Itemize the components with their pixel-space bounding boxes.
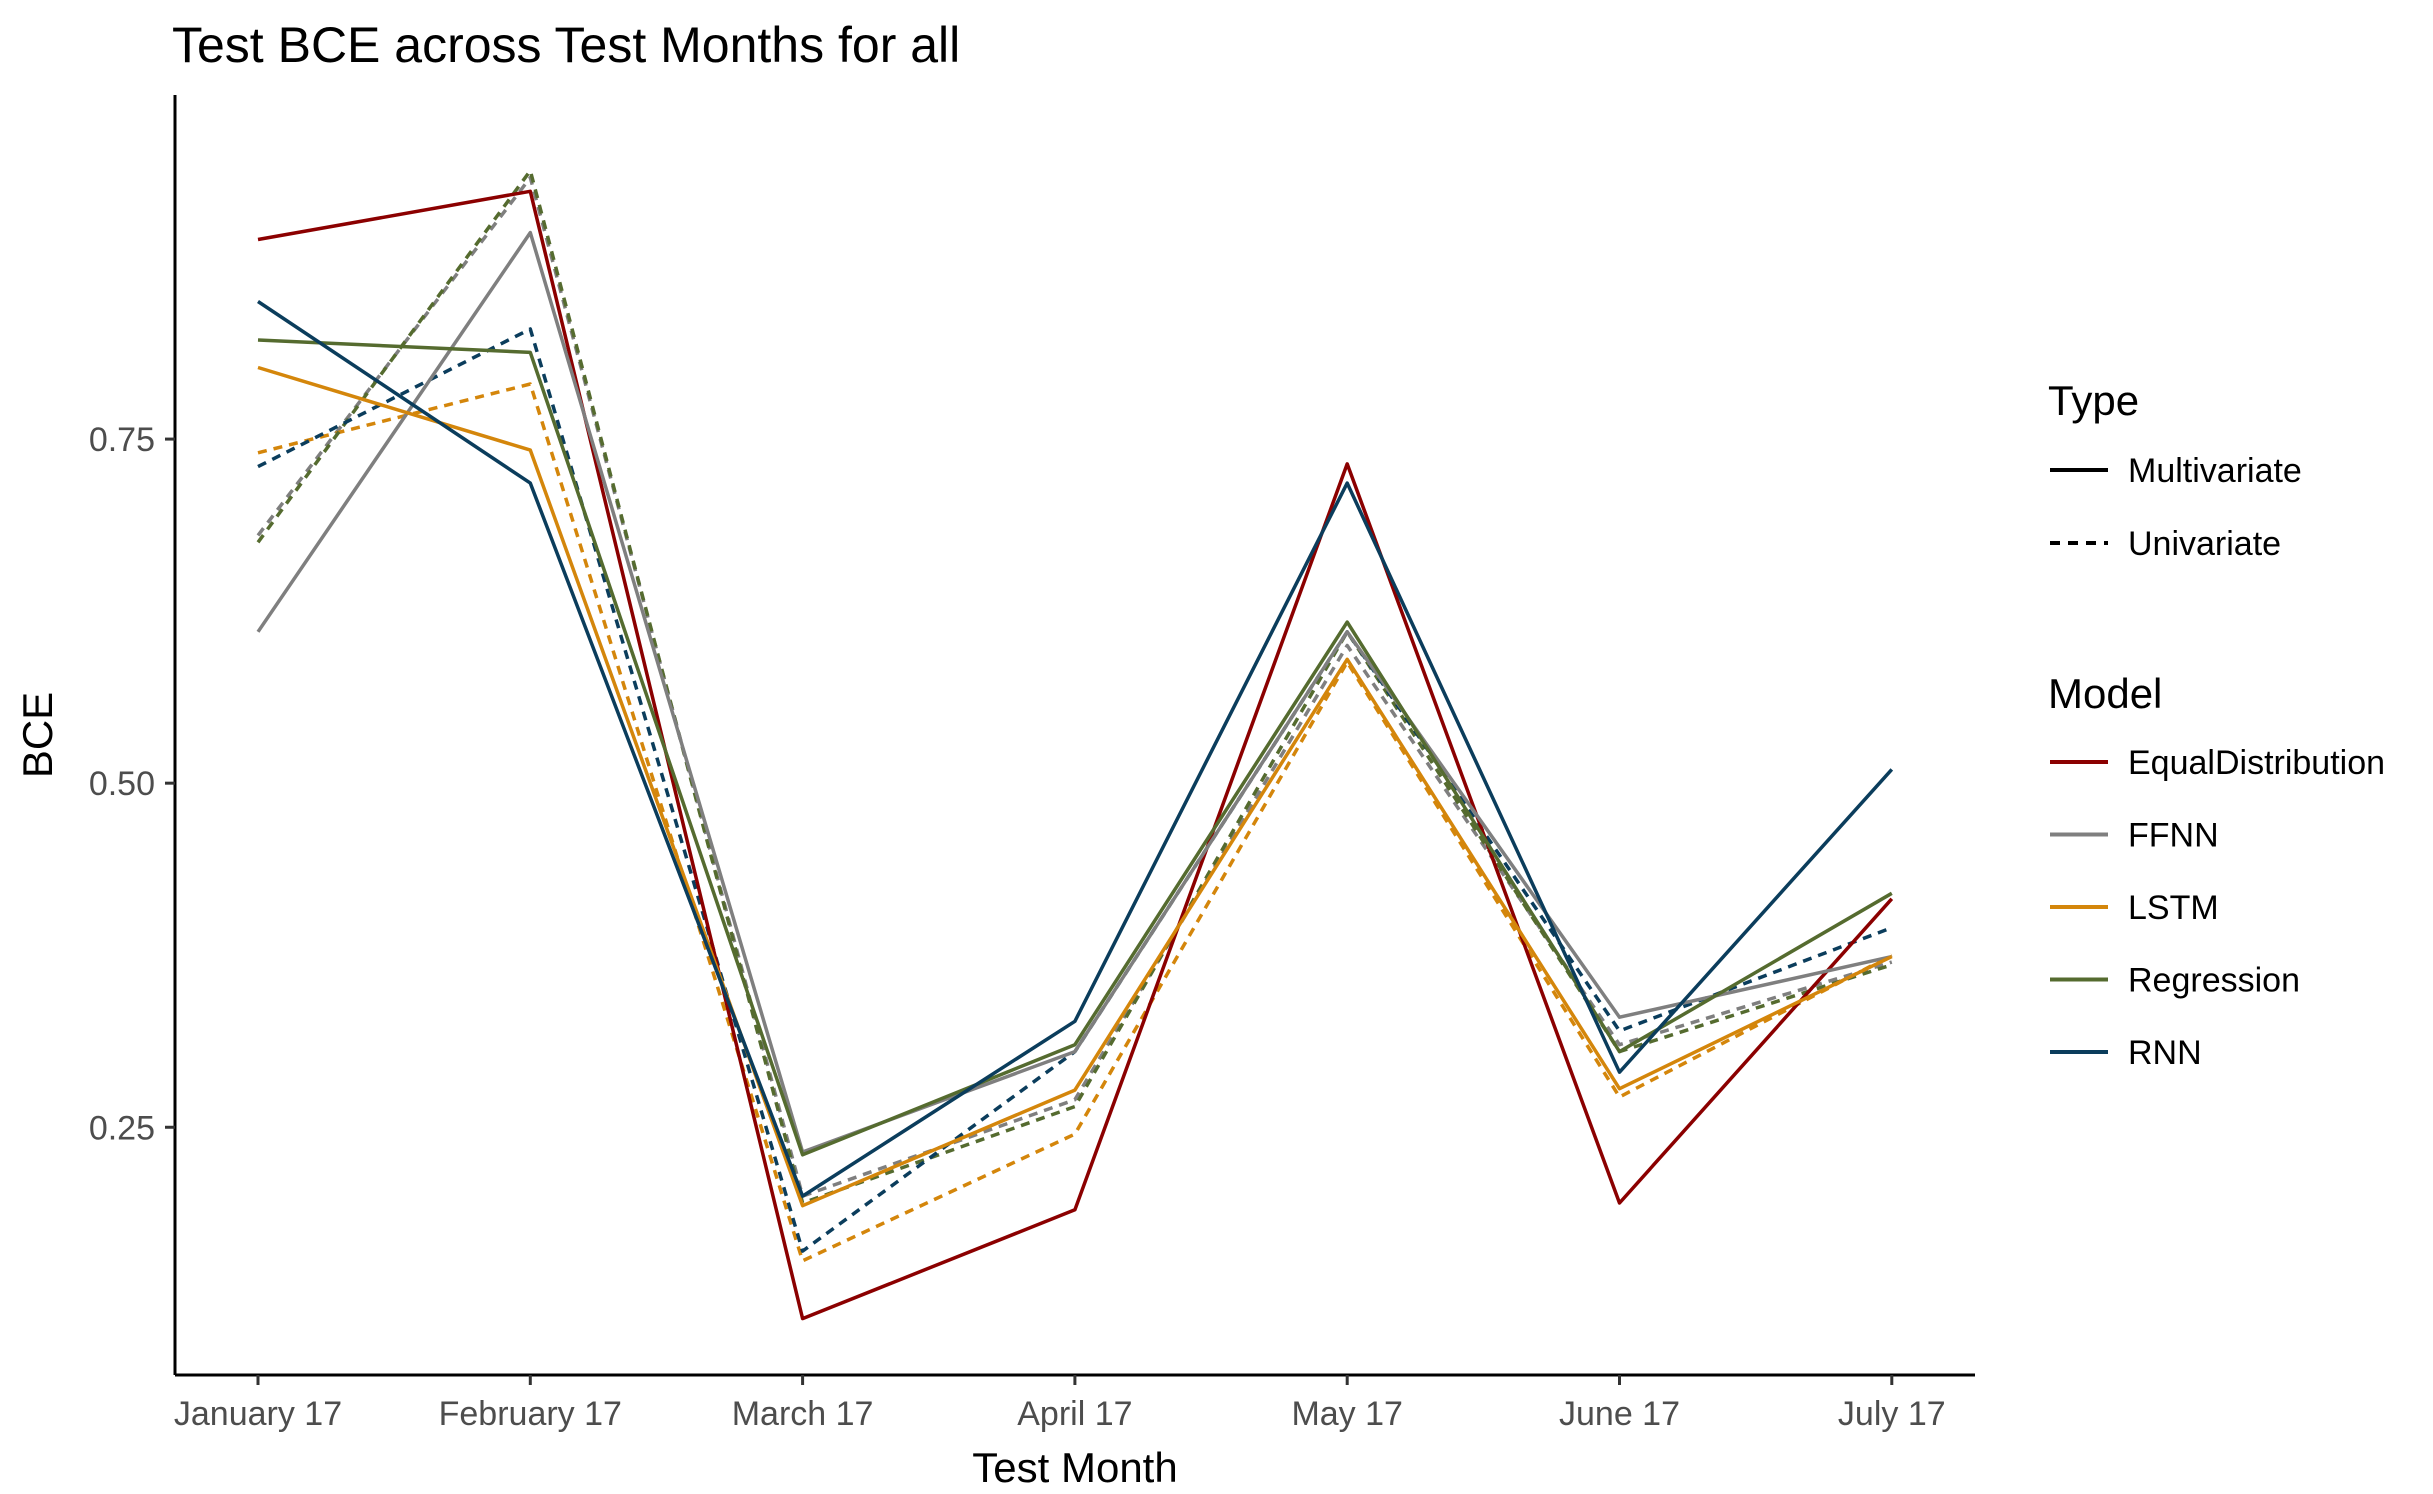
- series-line-lstm-multivariate: [257, 365, 1893, 1208]
- legend-label-lstm: LSTM: [2128, 889, 2219, 927]
- y-tick-label: 0.75: [89, 421, 155, 459]
- legend-label-rnn: RNN: [2128, 1034, 2202, 1072]
- chart-title: Test BCE across Test Months for all: [172, 17, 960, 73]
- legend-model-title: Model: [2048, 670, 2162, 717]
- x-ticks: January 17 February 17 March 17 April 17 May…: [174, 1375, 1946, 1433]
- y-ticks: 0.25 0.50 0.75: [89, 421, 175, 1147]
- x-tick-label: March 17: [732, 1395, 874, 1433]
- x-tick-label: June 17: [1559, 1395, 1680, 1433]
- legend-models: EqualDistribution FFNN LSTM Regression RNN: [2050, 744, 2385, 1072]
- series-line-rnn-univariate: [257, 327, 1893, 1253]
- y-tick-label: 0.50: [89, 765, 155, 803]
- legend: Type Multivariate Univariate Model Equal…: [2048, 377, 2385, 1072]
- x-axis-title: Test Month: [972, 1444, 1177, 1491]
- legend-label-ffnn: FFNN: [2128, 817, 2219, 855]
- series-line-equaldistribution-multivariate: [257, 189, 1894, 1321]
- x-tick-label: February 17: [439, 1395, 622, 1433]
- series-line-ffnn-univariate: [256, 175, 1893, 1198]
- series-line-regression-univariate: [256, 168, 1893, 1205]
- legend-label-equaldistribution: EqualDistribution: [2128, 744, 2385, 782]
- y-tick-label: 0.25: [89, 1109, 155, 1147]
- legend-label-regression: Regression: [2128, 962, 2300, 1000]
- legend-label-univariate: Univariate: [2128, 525, 2281, 563]
- x-tick-label: May 17: [1291, 1395, 1403, 1433]
- x-tick-label: April 17: [1017, 1395, 1132, 1433]
- x-tick-label: July 17: [1838, 1395, 1946, 1433]
- plot-lines: [256, 168, 1894, 1321]
- series-line-regression-multivariate: [257, 338, 1893, 1157]
- y-axis-title: BCE: [14, 692, 61, 778]
- legend-type-title: Type: [2048, 377, 2139, 424]
- legend-label-multivariate: Multivariate: [2128, 452, 2302, 490]
- x-tick-label: January 17: [174, 1395, 342, 1433]
- series-line-rnn-multivariate: [257, 300, 1894, 1198]
- series-line-ffnn-multivariate: [256, 230, 1893, 1154]
- series-line-lstm-univariate: [257, 382, 1893, 1263]
